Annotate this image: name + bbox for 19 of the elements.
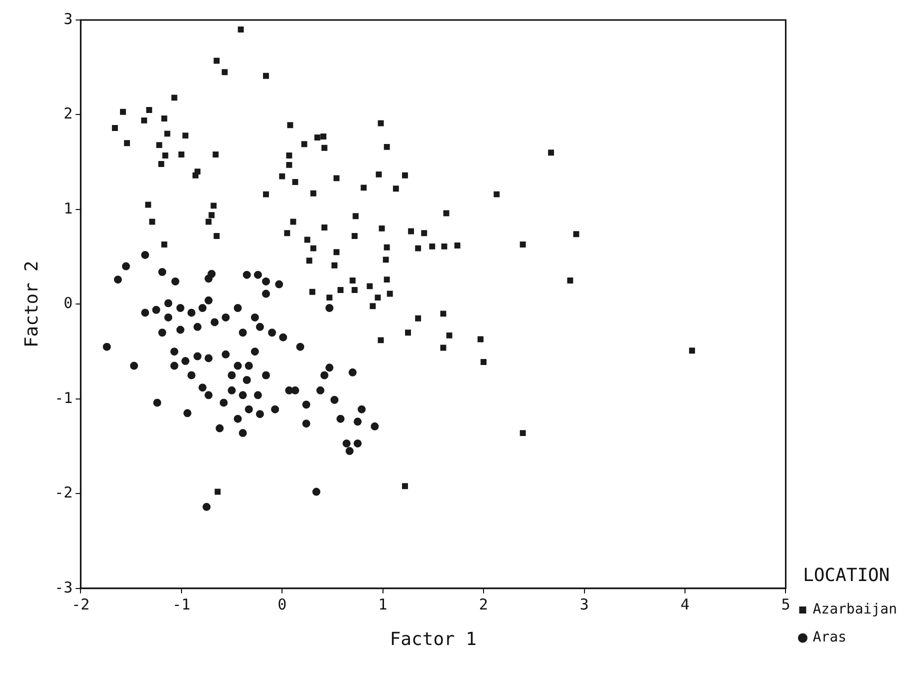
x-tick-label: 1 — [378, 595, 388, 614]
y-tick-label: 0 — [64, 294, 73, 312]
y-tick-label: -1 — [54, 388, 73, 407]
y-axis-title: Factor 2 — [21, 260, 42, 348]
x-tick-label: -1 — [172, 595, 190, 614]
x-tick-label: 2 — [479, 595, 488, 614]
legend-title: LOCATION — [803, 565, 890, 586]
x-tick-label: 0 — [278, 595, 287, 614]
y-tick-label: 3 — [64, 10, 73, 28]
y-tick-label: -2 — [54, 484, 73, 502]
x-tick-label: 5 — [781, 595, 790, 614]
legend-label: Azarbaijan — [812, 602, 898, 618]
x-tick-label: 3 — [580, 595, 589, 614]
x-axis-title: Factor 1 — [390, 628, 477, 650]
x-tick-label: 4 — [680, 595, 690, 614]
y-tick-label: 1 — [64, 199, 73, 218]
y-tick-label: 2 — [64, 104, 73, 123]
y-tick-label: -3 — [54, 578, 73, 596]
legend-label: Aras — [812, 630, 846, 646]
